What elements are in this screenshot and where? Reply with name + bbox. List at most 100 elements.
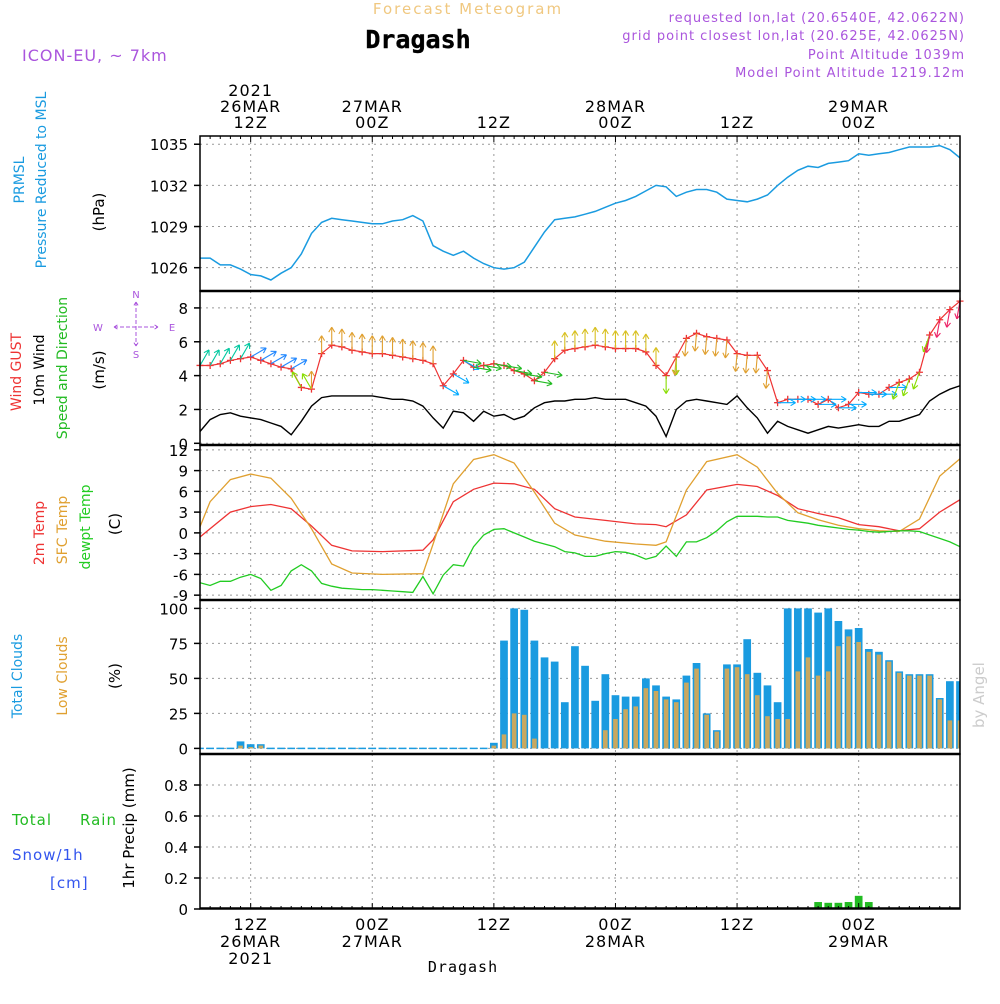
- panel-frame: [199, 290, 961, 446]
- wind-arrow: [290, 359, 308, 370]
- gust-line: [200, 300, 960, 409]
- legend-cm: [cm]: [50, 874, 89, 892]
- low-cloud-bar: [724, 668, 730, 749]
- wind-arrow: [260, 350, 277, 361]
- gust-point: [439, 382, 447, 390]
- low-cloud-bar: [886, 661, 892, 749]
- low-cloud-bar: [501, 734, 507, 749]
- time-label-bottom: 26MAR: [220, 932, 281, 951]
- low-cloud-bar: [876, 654, 882, 749]
- low-cloud-bar: [775, 719, 780, 749]
- wind-arrow: [318, 335, 326, 354]
- pressure-label-1: PRMSL Pressure Reduced to MSL: [12, 91, 50, 268]
- low-cloud-bar: [917, 675, 922, 749]
- requested-coords: requested lon,lat (20.6540E, 42.0622N): [669, 11, 965, 26]
- y-tick-label: 2: [178, 401, 188, 419]
- wind-arrow: [691, 333, 699, 352]
- wind-arrow: [742, 355, 750, 374]
- low-cloud-bar: [927, 675, 932, 749]
- time-label-top: 00Z: [598, 113, 632, 132]
- total-cloud-bar: [946, 681, 954, 749]
- low-cloud-bar: [744, 674, 750, 749]
- total-cloud-bar: [520, 609, 529, 749]
- low-cloud-bar: [653, 691, 659, 749]
- time-label-top: 29MAR: [828, 97, 889, 116]
- gust-point: [297, 383, 305, 391]
- wind-line: [200, 385, 960, 439]
- compass-w: W: [93, 323, 103, 334]
- y-tick-label: 1026: [150, 260, 188, 278]
- wind-arrow: [702, 336, 709, 355]
- low-cloud-bar: [258, 745, 264, 749]
- low-cloud-bar: [846, 636, 851, 749]
- time-label-bottom: 12Z: [720, 915, 754, 934]
- total-cloud-bar: [540, 657, 549, 749]
- wind-units: (m/s): [90, 350, 108, 389]
- low-cloud-bar: [521, 714, 527, 749]
- low-cloud-bar: [755, 695, 760, 749]
- low-cloud-bar: [511, 713, 517, 749]
- wind-arrow: [681, 338, 689, 357]
- wind-arrow: [662, 375, 670, 394]
- grid-point-coords: grid point closest lon,lat (20.625E, 42.…: [622, 29, 965, 44]
- y-tick-label: 6: [178, 483, 188, 501]
- wind-arrow: [712, 338, 720, 357]
- y-tick-label: 0.8: [164, 777, 188, 795]
- footer-location: Dragash: [428, 958, 498, 976]
- wind-arrow: [923, 334, 931, 354]
- gust-label: Wind GUST: [9, 332, 25, 411]
- y-tick-label: 12: [169, 442, 188, 460]
- low-cloud-bar: [694, 668, 699, 749]
- time-label-bottom: 29MAR: [828, 932, 889, 951]
- low-cloud-bar: [734, 667, 740, 749]
- low-cloud-bar: [704, 714, 709, 749]
- low-cloud-bar: [947, 720, 953, 749]
- wind-arrow: [571, 330, 579, 349]
- wind-arrow: [818, 400, 837, 408]
- wind-arrow: [270, 354, 288, 365]
- gust-point: [449, 370, 457, 378]
- low-cloud-bar: [643, 688, 649, 749]
- low-cloud-bar: [836, 646, 841, 749]
- wind-arrow: [752, 355, 760, 374]
- wind-arrow: [473, 366, 492, 373]
- time-label-top: 27MAR: [342, 97, 403, 116]
- gust-point: [267, 360, 275, 368]
- y-tick-label: 0.4: [164, 839, 188, 857]
- wind-arrow: [642, 333, 650, 352]
- point-altitude: Point Altitude 1039m: [808, 48, 965, 63]
- wind-arrow: [591, 326, 599, 346]
- wind-arrow: [762, 370, 770, 389]
- gust-point: [226, 356, 234, 364]
- wind-arrow: [544, 371, 563, 378]
- time-label-bottom: 00Z: [598, 915, 632, 934]
- y-tick-label: 0.2: [164, 870, 188, 888]
- rain-bar: [834, 902, 843, 909]
- wind-arrow: [524, 372, 543, 380]
- wind-arrow: [209, 349, 220, 366]
- low-cloud-bar: [785, 719, 791, 749]
- time-label-top: 12Z: [477, 113, 511, 132]
- y-tick-label: 1035: [150, 136, 188, 154]
- time-label-top: 00Z: [842, 113, 876, 132]
- wind-arrow: [944, 309, 951, 328]
- total-cloud-bar: [591, 700, 600, 749]
- legend-total: Total: [11, 811, 52, 829]
- wind-arrow: [503, 364, 523, 372]
- wind-arrow: [671, 356, 679, 376]
- wind-arrow: [378, 335, 386, 354]
- low-cloud-bar: [765, 716, 770, 749]
- time-label-top: 28MAR: [585, 97, 646, 116]
- pressure-line: [200, 144, 960, 281]
- wind-arrow: [911, 372, 920, 390]
- y-tick-label: 1032: [150, 177, 188, 195]
- wind-arrow: [891, 382, 900, 400]
- y-tick-label: -6: [173, 566, 188, 584]
- time-label-bottom: 00Z: [842, 915, 876, 934]
- watermark: by Angel: [970, 662, 988, 728]
- low-cloud-bar: [663, 699, 669, 749]
- wind-arrow: [307, 370, 315, 390]
- wind-arrow: [453, 373, 470, 384]
- total-cloud-bar: [530, 640, 539, 749]
